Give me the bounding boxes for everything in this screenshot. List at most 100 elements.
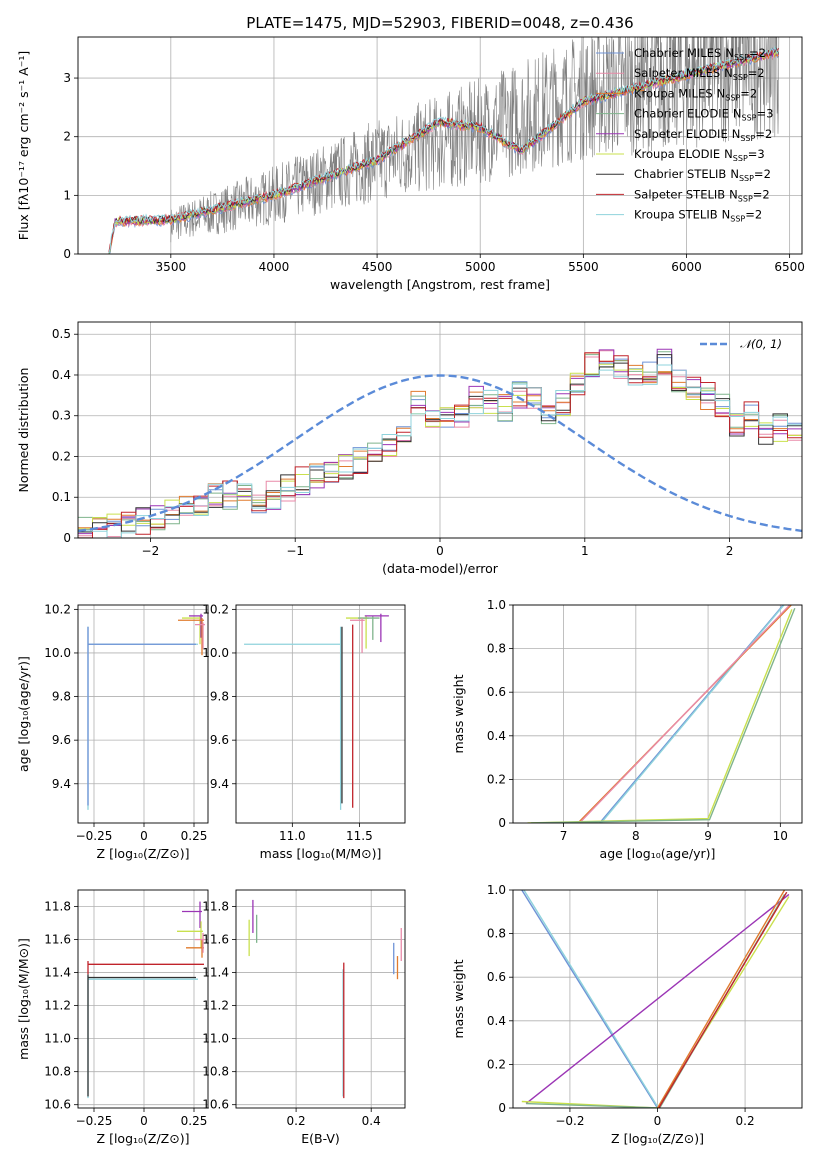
y-tick-label: 10.0 xyxy=(44,646,71,660)
x-tick-label: 0.25 xyxy=(181,829,208,843)
x-tick-label: −2 xyxy=(142,544,160,558)
chart-spectrum: 3500 4000 4500 5000 5500 6000 65000123waveleng… xyxy=(16,36,805,292)
model-spectrum-8 xyxy=(108,45,779,254)
chart-residuals: −2 −1 0 1 2 0 0.1 0.2 0.3 0.4 0.5 (data-model)/erro… xyxy=(16,321,803,576)
y-tick-label: 9.4 xyxy=(210,777,229,791)
legend-nssp-value: 2 xyxy=(750,86,757,100)
normal-curve xyxy=(78,374,802,533)
legend-nssp-prefix: N xyxy=(733,107,742,121)
legend-nssp-sub: SSP xyxy=(733,73,748,82)
y-tick-label: 10.2 xyxy=(202,602,229,616)
x-tick-label: 4000 xyxy=(259,260,290,274)
y-tick-label: 10.6 xyxy=(202,1098,229,1112)
x-tick-label: 7 xyxy=(560,829,568,843)
y-tick-label: 10.6 xyxy=(44,1098,71,1112)
histogram-series-3 xyxy=(78,351,802,538)
x-tick-label: −0.2 xyxy=(555,1114,584,1128)
y-tick-label: 0.6 xyxy=(487,685,506,699)
x-tick-label: −1 xyxy=(286,544,304,558)
weight-line-3 xyxy=(578,605,791,823)
legend-series-name: Salpeter ELODIE xyxy=(634,127,728,141)
y-tick-label: 10.8 xyxy=(44,1065,71,1079)
y-axis-label: mass weight xyxy=(451,959,466,1038)
x-tick-label: 11.0 xyxy=(279,829,306,843)
chart-age_vs_mass: 11.0 11.5 9.4 9.6 9.8 10.0 10.2 mass [log₁₀(M/M… xyxy=(202,602,406,861)
legend-series-name: Kroupa ELODIE xyxy=(634,147,720,161)
x-tick-label: 11.5 xyxy=(346,829,373,843)
x-tick-label: 6000 xyxy=(671,260,702,274)
y-tick-label: 11.0 xyxy=(202,1032,229,1046)
legend-entry: Chabrier ELODIE NSSP=3 xyxy=(634,107,773,123)
legend-series-name: Salpeter MILES xyxy=(634,66,720,80)
model-spectrum-6 xyxy=(108,47,779,254)
histogram-series-7 xyxy=(78,352,802,538)
y-tick-label: 11.6 xyxy=(44,933,71,947)
y-tick-label: 0.1 xyxy=(52,490,71,504)
y-tick-label: 1.0 xyxy=(487,883,506,897)
legend-series-name: Chabrier STELIB xyxy=(634,167,726,181)
weight-line-0 xyxy=(521,890,659,1108)
y-tick-label: 11.4 xyxy=(202,966,229,980)
legend-series-name: Kroupa STELIB xyxy=(634,208,718,222)
legend-nssp-value: 3 xyxy=(757,147,764,161)
legend-nssp-sub: SSP xyxy=(739,174,754,183)
legend-entry: Salpeter ELODIE NSSP=2 xyxy=(634,127,772,143)
grid xyxy=(78,322,802,539)
weight-line-1 xyxy=(523,890,659,1108)
legend-nssp-value: 2 xyxy=(755,208,762,222)
weight-line-6 xyxy=(658,891,788,1108)
x-axis-label: age [log₁₀(age/yr)] xyxy=(600,846,716,861)
y-tick-label: 0.8 xyxy=(487,927,506,941)
legend-nssp-value: 2 xyxy=(759,46,766,60)
x-tick-label: 0.4 xyxy=(362,1114,381,1128)
errorbar-point-3 xyxy=(189,613,203,638)
legend-series-name: Kroupa MILES xyxy=(634,86,713,100)
grid xyxy=(236,605,405,823)
y-axis-label: age [log₁₀(age/yr)] xyxy=(16,656,31,772)
legend-entry: Kroupa ELODIE NSSP=3 xyxy=(634,147,765,163)
histogram-series-5 xyxy=(78,363,802,530)
chart-mass_vs_Z: −0.25 0 0.25 10.6 10.8 11.0 11.2 11.4 11.6 11.8 Z … xyxy=(16,889,209,1146)
legend-nssp-value: 3 xyxy=(766,107,773,121)
legend-nssp-prefix: N xyxy=(725,46,734,60)
grid xyxy=(78,890,208,1108)
axes-frame xyxy=(235,889,406,1109)
legend-nssp-sub: SSP xyxy=(740,134,755,143)
legend-entry: Chabrier STELIB NSSP=2 xyxy=(634,167,771,183)
x-tick-label: 10 xyxy=(773,829,788,843)
legend-nssp-sub: SSP xyxy=(733,154,748,163)
plot-area xyxy=(78,348,802,538)
axes-frame xyxy=(235,604,406,824)
axes-frame xyxy=(512,889,803,1109)
legend-entry: Salpeter STELIB NSSP=2 xyxy=(634,187,770,203)
legend-equals: = xyxy=(748,147,758,161)
y-tick-label: 0.4 xyxy=(487,729,506,743)
weight-line-5 xyxy=(531,608,796,823)
plot-area xyxy=(521,890,790,1108)
x-tick-label: 4500 xyxy=(362,260,393,274)
y-tick-label: 10.8 xyxy=(202,1065,229,1079)
y-tick-label: 2 xyxy=(63,130,71,144)
x-axis-label: E(B-V) xyxy=(301,1131,340,1146)
legend-nssp-value: 2 xyxy=(765,127,772,141)
chart-mass_vs_ebv: 0.2 0.4 10.6 10.8 11.0 11.2 11.4 11.6 11.8 E(B-V) xyxy=(202,889,406,1146)
y-axis-label: mass [log₁₀(M/M⊙)] xyxy=(16,938,31,1060)
errorbar-point-5 xyxy=(364,613,389,643)
legend-entry: Kroupa STELIB NSSP=2 xyxy=(634,208,762,224)
y-tick-label: 0.2 xyxy=(52,449,71,463)
weight-line-5 xyxy=(656,890,786,1108)
histogram-series-8 xyxy=(78,364,802,538)
y-tick-label: 10.2 xyxy=(44,602,71,616)
y-tick-label: 11.0 xyxy=(44,1032,71,1046)
y-tick-label: 0.8 xyxy=(487,642,506,656)
y-tick-label: 0.6 xyxy=(487,970,506,984)
axes-frame xyxy=(77,889,209,1109)
x-tick-label: 0 xyxy=(140,1114,148,1128)
grid xyxy=(78,605,208,823)
y-tick-label: 9.8 xyxy=(52,690,71,704)
y-tick-label: 0.2 xyxy=(487,1057,506,1071)
x-axis-label: mass [log₁₀(M/M⊙)] xyxy=(260,846,382,861)
legend-series-name: Salpeter STELIB xyxy=(634,187,725,201)
x-axis-label: (data-model)/error xyxy=(382,561,499,576)
y-tick-label: 11.8 xyxy=(202,900,229,914)
